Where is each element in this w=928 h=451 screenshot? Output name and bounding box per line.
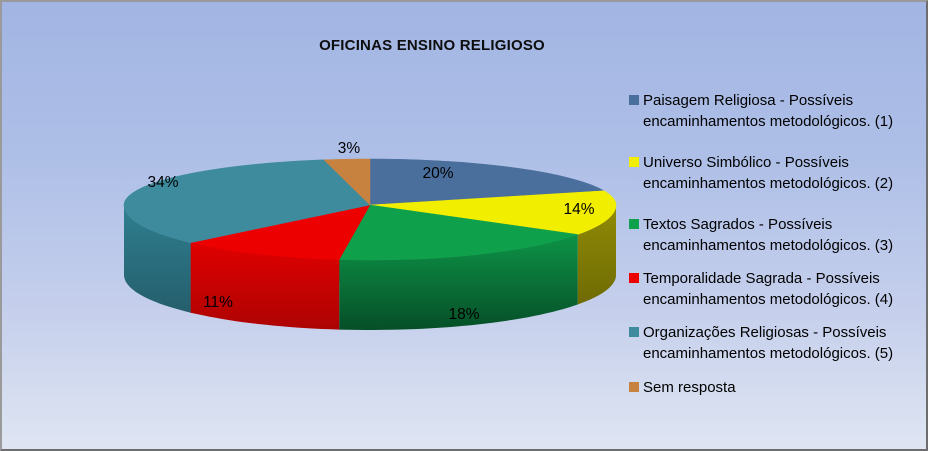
chart-title: OFICINAS ENSINO RELIGIOSO xyxy=(319,37,545,54)
slice-percent-label-5: 34% xyxy=(147,174,179,191)
legend-label-3: Textos Sagrados - Possíveis encaminhament… xyxy=(643,216,894,254)
legend-swatch-5 xyxy=(629,327,639,337)
legend-swatch-4 xyxy=(629,273,639,283)
legend-item-3: Textos Sagrados - Possíveis encaminhament… xyxy=(629,214,893,256)
legend-swatch-2 xyxy=(629,157,639,167)
legend-swatch-6 xyxy=(629,382,639,392)
legend-swatch-1 xyxy=(629,95,639,105)
pie-slice-top-6 xyxy=(323,158,371,206)
slice-percent-label-3: 18% xyxy=(448,306,480,323)
pie-slice-top-4 xyxy=(190,204,371,260)
pie-slice-top-3 xyxy=(338,204,578,261)
legend-label-4: Temporalidade Sagrada - Possíveis encamin… xyxy=(643,270,894,308)
pie-slice-wall-2 xyxy=(577,205,616,305)
pie-slice-top-1 xyxy=(369,158,605,206)
legend-item-2: Universo Simbólico - Possíveis encaminham… xyxy=(629,152,893,194)
legend-item-1: Paisagem Religiosa - Possíveis encaminham… xyxy=(629,90,893,132)
pie-slice-top-2 xyxy=(369,190,617,235)
legend-label-6: Sem resposta xyxy=(643,379,736,396)
slice-percent-label-4: 11% xyxy=(203,294,233,311)
slice-percent-label-6: 3% xyxy=(337,140,361,157)
legend-label-1: Paisagem Religiosa - Possíveis encaminham… xyxy=(643,92,894,130)
pie-slice-top-5 xyxy=(123,159,371,243)
legend-item-4: Temporalidade Sagrada - Possíveis encamin… xyxy=(629,268,893,310)
slice-percent-label-2: 14% xyxy=(563,201,595,218)
legend-swatch-3 xyxy=(629,219,639,229)
legend-item-5: Organizações Religiosas - Possíveis encam… xyxy=(629,322,893,364)
pie-slice-wall-4 xyxy=(190,242,340,330)
legend-item-6: Sem resposta xyxy=(629,377,736,398)
pie-slice-wall-3 xyxy=(339,234,578,330)
pie-slice-wall-5 xyxy=(124,205,191,313)
slice-percent-label-1: 20% xyxy=(422,165,454,182)
legend-label-2: Universo Simbólico - Possíveis encaminham… xyxy=(643,154,894,192)
legend-label-5: Organizações Religiosas - Possíveis encam… xyxy=(643,324,894,362)
